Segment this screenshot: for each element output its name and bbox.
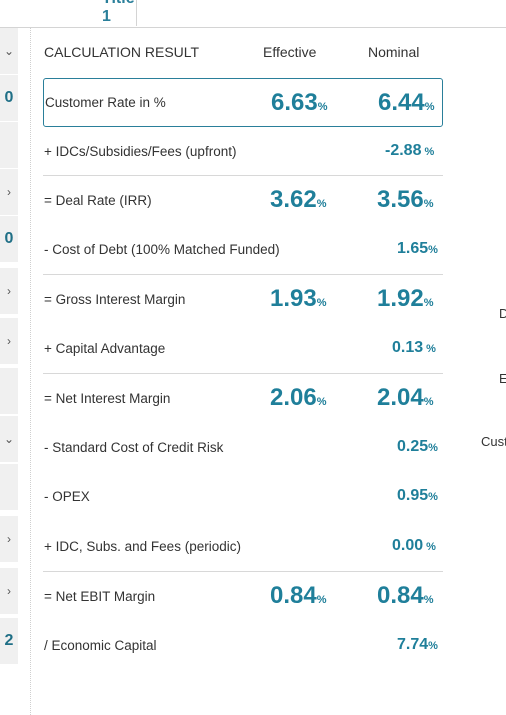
result-row: + IDCs/Subsidies/Fees (upfront) -2.88% — [43, 127, 443, 176]
sidebar-item[interactable]: 0 — [0, 75, 18, 122]
sidebar-item[interactable] — [0, 122, 18, 169]
left-sidebar: ⌄ 0 › 0 › › ⌄ › › 2 — [0, 28, 18, 715]
sidebar-item[interactable] — [0, 368, 18, 415]
result-row: + Capital Advantage 0.13% — [43, 324, 443, 373]
effective-value: 2.06% — [270, 384, 327, 411]
sidebar-item[interactable]: 2 — [0, 618, 18, 665]
nominal-value: 2.04% — [377, 384, 434, 411]
row-label: = Net Interest Margin — [44, 391, 171, 406]
row-label: Customer Rate in % — [45, 95, 166, 110]
effective-value: 3.62% — [270, 186, 327, 213]
right-panel-label: D — [499, 306, 506, 321]
right-panel-label: E — [499, 371, 506, 386]
sidebar-item[interactable]: › — [0, 516, 18, 563]
nominal-value: 0.84% — [377, 582, 434, 609]
sidebar-item[interactable]: › — [0, 318, 18, 365]
result-row: = Gross Interest Margin 1.93% 1.92% — [43, 275, 443, 324]
nominal-value: -2.88% — [385, 142, 435, 159]
row-label: / Economic Capital — [44, 638, 157, 653]
result-row: + IDC, Subs. and Fees (periodic) 0.00% — [43, 522, 443, 571]
row-separator — [43, 571, 443, 572]
result-row: / Economic Capital 7.74% — [43, 621, 443, 670]
panel-title: CALCULATION RESULT — [44, 44, 200, 60]
nominal-value: 7.74% — [397, 636, 438, 653]
result-row: = Net EBIT Margin 0.84% 0.84% — [43, 572, 443, 621]
nominal-value: 1.65% — [397, 240, 438, 257]
row-label: + IDC, Subs. and Fees (periodic) — [44, 539, 241, 554]
sidebar-item[interactable]: › — [0, 169, 18, 216]
row-separator — [43, 274, 443, 275]
sidebar-item[interactable]: › — [0, 568, 18, 615]
row-separator — [43, 373, 443, 374]
results-header: CALCULATION RESULT Effective Nominal — [43, 36, 443, 66]
right-panel-label: Cust — [481, 434, 506, 449]
sidebar-item[interactable]: 0 — [0, 216, 18, 263]
sidebar-item[interactable]: ⌄ — [0, 416, 18, 463]
result-row: = Deal Rate (IRR) 3.62% 3.56% — [43, 176, 443, 225]
result-row: = Net Interest Margin 2.06% 2.04% — [43, 374, 443, 423]
row-label: - Cost of Debt (100% Matched Funded) — [44, 242, 280, 257]
tab[interactable]: Title 1 — [30, 0, 137, 26]
effective-value: 6.63% — [271, 89, 328, 116]
row-label: + IDCs/Subsidies/Fees (upfront) — [44, 144, 237, 159]
row-label: = Gross Interest Margin — [44, 292, 186, 307]
row-label: - OPEX — [44, 489, 90, 504]
result-row: - Cost of Debt (100% Matched Funded) 1.6… — [43, 225, 443, 274]
result-row-customer-rate[interactable]: Customer Rate in % 6.63% 6.44% — [43, 78, 443, 127]
nominal-value: 0.00% — [392, 537, 436, 554]
column-header-nominal: Nominal — [368, 44, 420, 60]
nominal-value: 3.56% — [377, 186, 434, 213]
divider — [30, 28, 31, 715]
row-label: + Capital Advantage — [44, 341, 166, 356]
result-row: - Standard Cost of Credit Risk 0.25% — [43, 423, 443, 472]
nominal-value: 1.92% — [377, 285, 434, 312]
nominal-value: 0.25% — [397, 438, 438, 455]
row-separator — [43, 175, 443, 176]
effective-value: 0.84% — [270, 582, 327, 609]
effective-value: 1.93% — [270, 285, 327, 312]
result-row: - OPEX 0.95% — [43, 472, 443, 521]
sidebar-item[interactable] — [0, 464, 18, 511]
row-label: = Deal Rate (IRR) — [44, 193, 152, 208]
sidebar-item[interactable]: ⌄ — [0, 28, 18, 75]
nominal-value: 6.44% — [378, 89, 435, 116]
nominal-value: 0.13% — [392, 339, 436, 356]
nominal-value: 0.95% — [397, 487, 438, 504]
row-label: - Standard Cost of Credit Risk — [44, 440, 224, 455]
tab-label: Title 1 — [102, 0, 135, 25]
column-header-effective: Effective — [263, 44, 317, 60]
sidebar-item[interactable]: › — [0, 268, 18, 315]
top-bar: Title 1 — [0, 0, 506, 28]
row-label: = Net EBIT Margin — [44, 589, 156, 604]
